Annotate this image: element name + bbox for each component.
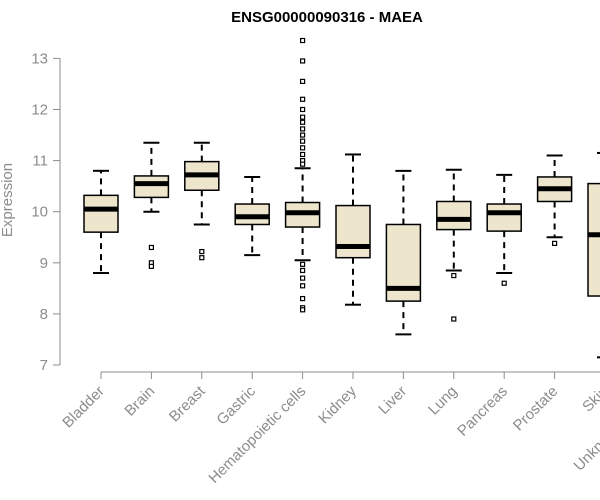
outlier-point [300,275,306,281]
box-kidney [335,153,371,306]
x-tick-label: Kidney [315,382,360,427]
x-tick-label: Liver [375,383,410,418]
x-tick-label: Prostate [510,383,562,435]
y-tick-label: 7 [40,357,48,374]
outlier-point [300,307,306,313]
y-tick-label: 9 [40,255,48,272]
box-body [587,182,600,297]
y-tick-label: 11 [32,153,48,170]
outlier-point [300,119,306,125]
outlier-point [300,295,306,302]
outlier-point [300,161,306,167]
outlier-point [501,280,507,286]
x-tick-label: Breast [166,382,209,425]
outlier-point [300,106,306,113]
box-body [133,175,170,199]
y-tick-label: 13 [31,50,48,67]
x-tick-label: Pancreas [454,383,511,440]
box-breast [184,141,220,261]
box-body [486,203,522,232]
y-tick-label: 10 [31,204,48,221]
x-tick-label: Gastric [213,382,259,428]
outlier-point [199,255,205,261]
y-tick-label: 12 [31,102,48,119]
outlier-point [300,126,306,132]
box-brain [133,141,170,269]
x-tick-label: Bladder [59,383,108,432]
box-bladder [83,169,119,275]
outlier-point [300,58,306,64]
box-hematopoietic-cells [284,37,321,313]
x-tick-label: Hematopoietic cells [205,383,309,487]
box-lung [436,168,472,322]
box-body [83,194,119,233]
y-tick-label: 8 [40,306,48,323]
outlier-point [551,240,558,246]
chart-title: ENSG00000090316 - MAEA [231,9,423,26]
box-liver [385,169,422,336]
box-prostate [536,154,573,246]
box-body [234,203,270,226]
outlier-point [300,37,306,44]
box-body [335,204,371,259]
outlier-point [300,151,306,158]
box-pancreas [486,173,522,286]
x-tick-label: Skin [579,383,600,416]
outlier-point [451,316,457,322]
box-gastric [234,175,270,257]
y-axis: 7 8 9 10 11 12 13 [31,50,61,374]
outlier-point [300,138,306,144]
outlier-point [300,283,306,289]
x-tick-label: Lung [425,383,461,419]
outlier-point [199,248,205,255]
box-body [436,200,472,231]
outlier-point [300,145,306,151]
x-tick-label: Brain [121,383,158,420]
outlier-point [300,78,306,84]
outlier-point [300,267,306,274]
outlier-point [300,261,306,267]
outlier-point [148,263,154,269]
boxes-group [83,37,600,359]
outlier-point [300,96,306,102]
y-axis-label: Expression [0,163,16,237]
outlier-point [300,114,306,120]
outlier-point [300,132,306,138]
box-skin [587,151,600,359]
outlier-point [148,244,154,251]
outlier-point [451,272,457,279]
